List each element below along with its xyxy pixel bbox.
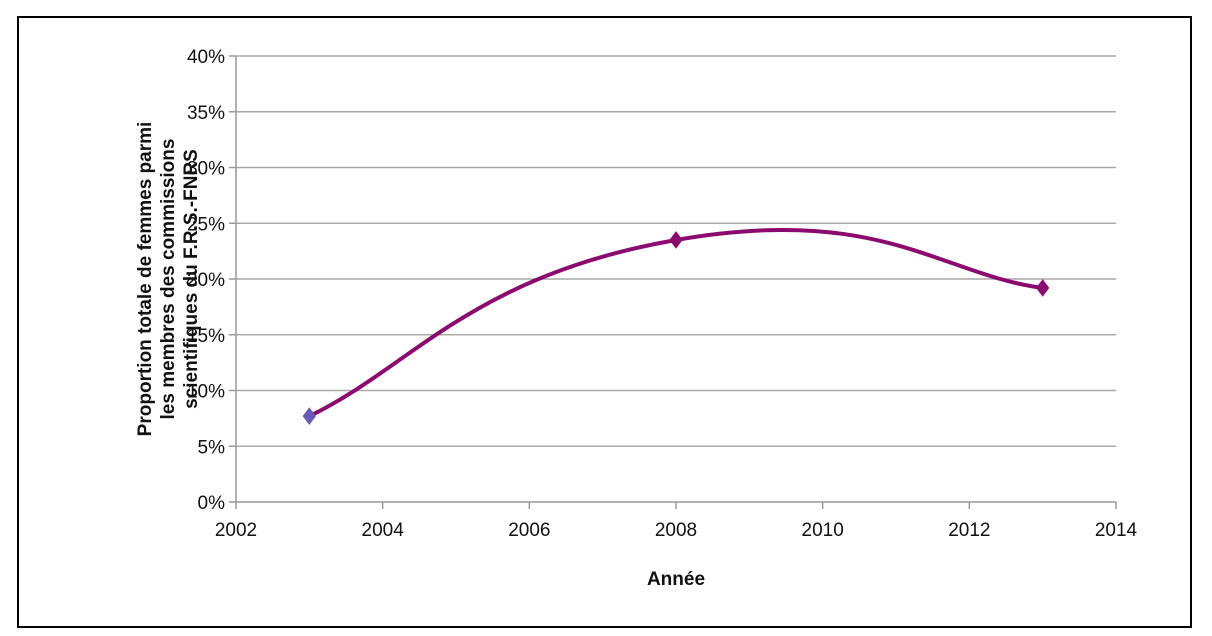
y-axis-title: Proportion totale de femmes parmi les mem…: [135, 122, 202, 437]
y-axis-title-line: les membres des commissions: [158, 139, 179, 420]
data-point-marker: [669, 231, 683, 249]
x-tick-label: 2004: [362, 520, 405, 541]
x-tick-label: 2014: [1095, 520, 1138, 541]
y-tick-label: 0%: [198, 493, 226, 514]
chart-frame: [17, 16, 1192, 628]
data-markers: [302, 231, 1050, 425]
y-tick-label: 30%: [187, 159, 225, 180]
series-line: [307, 227, 1045, 419]
data-point-marker: [302, 407, 316, 425]
y-tick-label: 20%: [187, 270, 225, 291]
x-tick-label: 2006: [508, 520, 550, 541]
x-tick-label: 2008: [655, 520, 697, 541]
y-axis-title-line: scientifiques du F.R.S.-FNRS: [181, 149, 202, 409]
grid-lines: [236, 55, 1116, 447]
y-tick-label: 40%: [187, 47, 225, 68]
data-point-marker: [1036, 279, 1050, 297]
x-tick-label: 2010: [802, 520, 844, 541]
y-tick-label: 10%: [187, 382, 225, 403]
x-tick-labels: 2002 2004 2006 2008 2010 2012 2014: [215, 502, 1138, 541]
y-tick-label: 25%: [187, 214, 225, 235]
y-tick-label: 5%: [198, 437, 226, 458]
y-tick-labels: 0% 5% 10% 15% 20% 25% 30% 35% 40%: [187, 47, 236, 514]
x-axis-title: Année: [647, 569, 705, 590]
y-tick-label: 35%: [187, 103, 225, 124]
x-tick-label: 2002: [215, 520, 257, 541]
y-tick-label: 15%: [187, 326, 225, 347]
y-axis-title-line: Proportion totale de femmes parmi: [135, 122, 156, 437]
x-tick-label: 2012: [948, 520, 990, 541]
